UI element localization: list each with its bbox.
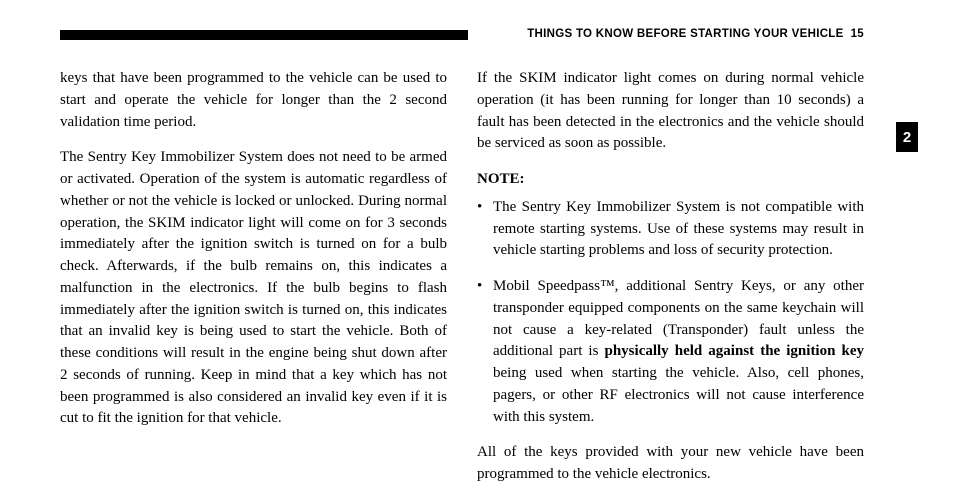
right-column: If the SKIM indicator light comes on dur… [477,68,864,500]
bullet-text: The Sentry Key Immobilizer System is not… [493,199,864,259]
text-columns: keys that have been programmed to the ve… [60,68,864,500]
body-paragraph: keys that have been programmed to the ve… [60,68,447,133]
chapter-number: 2 [903,129,911,146]
left-column: keys that have been programmed to the ve… [60,68,447,500]
note-label: NOTE: [477,169,864,191]
chapter-tab: 2 [896,122,918,152]
body-paragraph: The Sentry Key Immobilizer System does n… [60,147,447,430]
list-item: The Sentry Key Immobilizer System is not… [477,197,864,262]
body-paragraph: All of the keys provided with your new v… [477,442,864,486]
list-item: Mobil Speedpass™, additional Sentry Keys… [477,276,864,428]
header-rule-bar [60,30,468,40]
page-header: THINGS TO KNOW BEFORE STARTING YOUR VEHI… [527,28,864,40]
bullet-text-post: being used when starting the vehicle. Al… [493,365,864,425]
manual-page: THINGS TO KNOW BEFORE STARTING YOUR VEHI… [0,0,954,500]
bullet-text-bold: physically held against the ignition key [605,343,865,359]
note-list: The Sentry Key Immobilizer System is not… [477,197,864,429]
section-title: THINGS TO KNOW BEFORE STARTING YOUR VEHI… [527,28,843,40]
page-number: 15 [851,28,864,40]
body-paragraph: If the SKIM indicator light comes on dur… [477,68,864,155]
